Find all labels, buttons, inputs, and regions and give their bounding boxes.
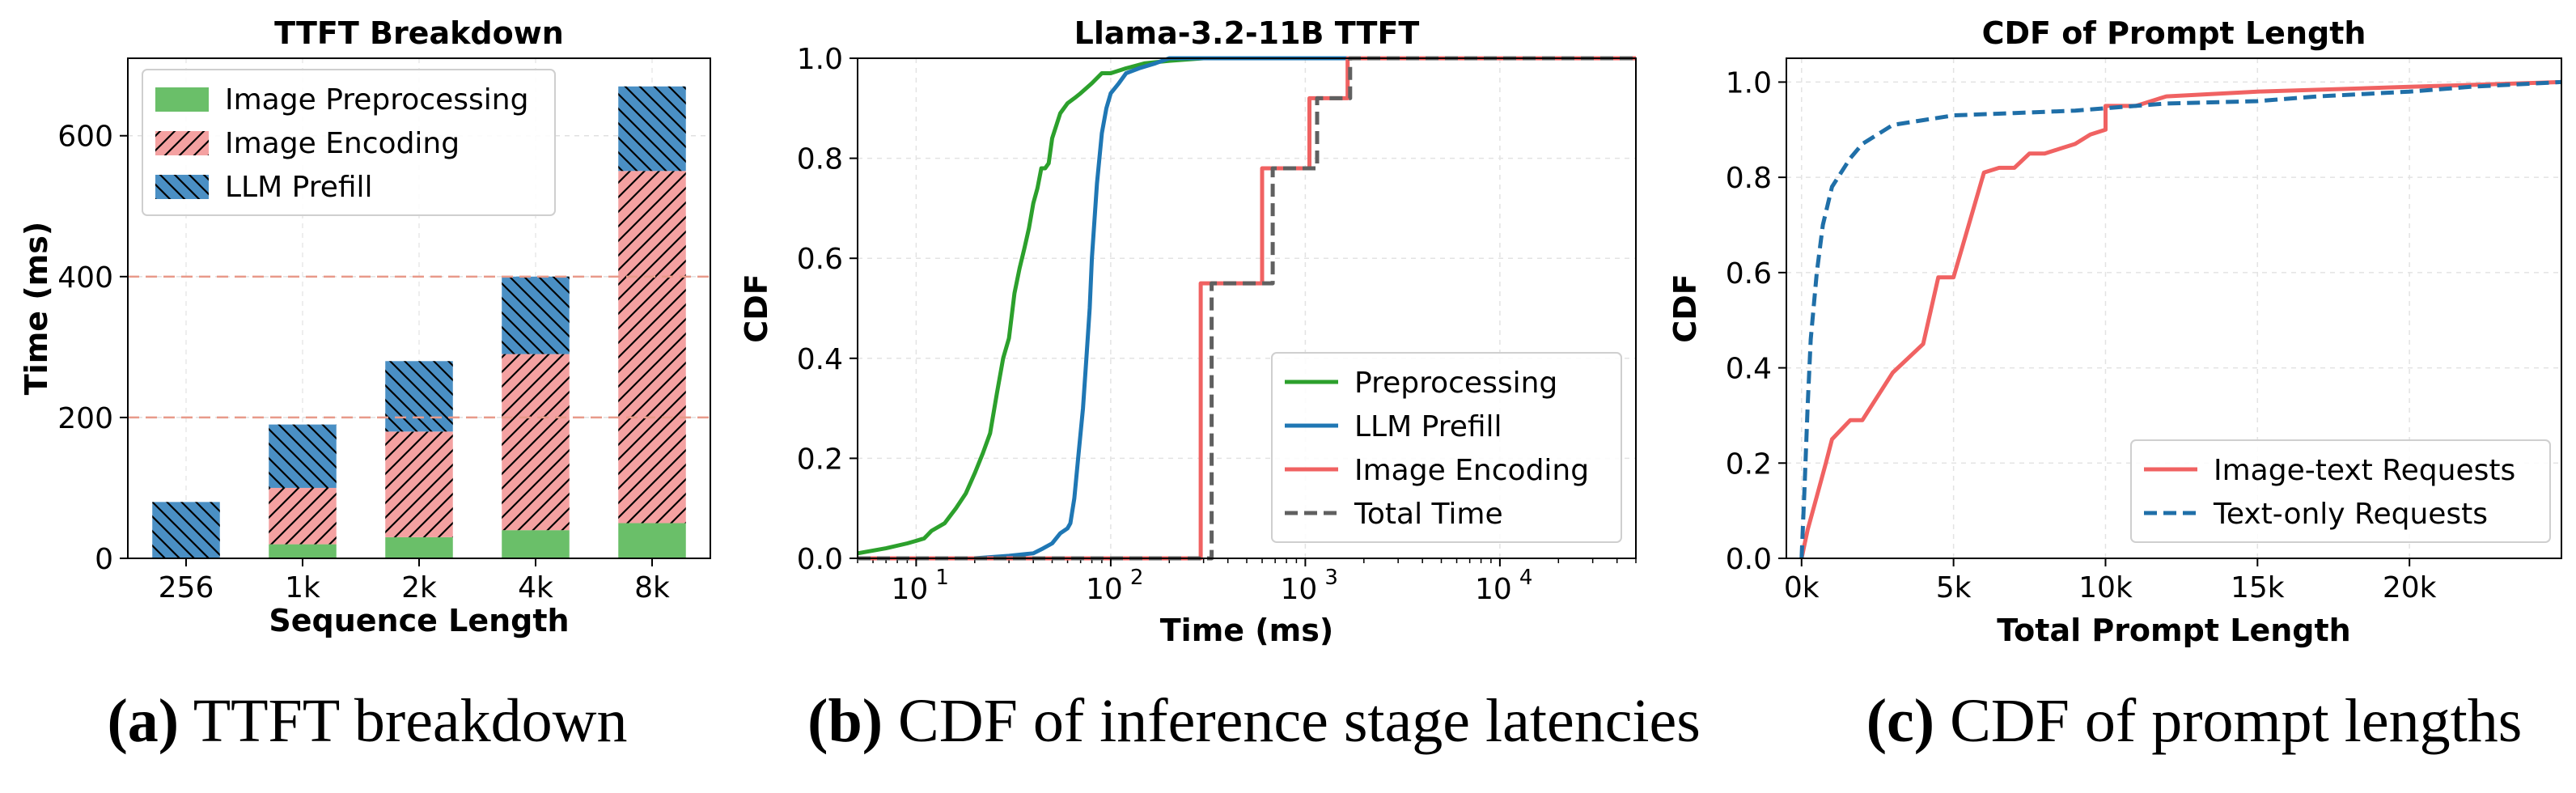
x-tick-label: 10 (891, 573, 928, 606)
x-tick-label: 10 (1280, 573, 1317, 606)
x-axis-label: Total Prompt Length (1997, 613, 2350, 648)
x-tick-label: 8k (634, 571, 670, 604)
bar-image-preprocessing (385, 536, 453, 558)
x-tick-label: 10k (2078, 571, 2133, 604)
x-tick-label: 1k (285, 571, 320, 604)
caption-a: (a) TTFT breakdown (107, 687, 628, 755)
legend-label: Image Encoding (1354, 454, 1589, 487)
chart-title: TTFT Breakdown (274, 15, 564, 51)
chart-title: CDF of Prompt Length (1982, 15, 2366, 51)
bar-hatch (502, 276, 570, 354)
y-tick-label: 1.0 (797, 43, 843, 76)
legend-swatch (155, 87, 209, 112)
plot-frame (857, 57, 1637, 559)
y-tick-label: 0.6 (797, 243, 843, 276)
x-tick-exponent: 4 (1519, 566, 1533, 590)
chart-title: Llama-3.2-11B TTFT (1074, 15, 1420, 51)
x-tick-label: 15k (2231, 571, 2285, 604)
x-tick-label: 10 (1086, 573, 1123, 606)
legend-swatch-hatch (155, 175, 209, 199)
plot-frame (127, 57, 711, 559)
y-tick-label: 0 (95, 543, 113, 576)
legend-label: Image-text Requests (2214, 454, 2515, 487)
y-axis-label: Time (ms) (19, 222, 54, 396)
legend-label: Image Preprocessing (225, 83, 528, 117)
caption-c: (c) CDF of prompt lengths (1866, 687, 2523, 755)
x-tick-exponent: 1 (935, 566, 949, 590)
series-line-total-time (858, 56, 1636, 561)
bar-image-preprocessing (502, 530, 570, 558)
x-tick-exponent: 2 (1130, 566, 1144, 590)
panel-stage-latency-cdf: 0.0 0.2 0.4 0.6 0.8 1.0 10 1 10 2 10 3 10 4 Preprocess… (739, 15, 1637, 648)
legend-label: LLM Prefill (225, 171, 373, 204)
y-tick-label: 0.6 (1726, 257, 1772, 290)
y-tick-label: 0.2 (797, 443, 843, 476)
y-tick-label: 200 (57, 402, 113, 435)
bar-hatch (269, 424, 337, 488)
y-tick-label: 0.2 (1726, 447, 1772, 481)
panel-prompt-length-cdf: 0.0 0.2 0.4 0.6 0.8 1.0 0k 5k 10k 15k 20k Image-tex… (1667, 15, 2562, 648)
legend-box (142, 69, 556, 216)
legend-label: Preprocessing (1354, 367, 1557, 400)
bar-hatch (385, 361, 453, 432)
y-tick-label: 0.8 (797, 143, 843, 176)
x-tick-label: 256 (159, 571, 214, 604)
caption-b: (b) CDF of inference stage latencies (807, 687, 1701, 755)
x-tick-label: 10 (1475, 573, 1512, 606)
y-tick-label: 0.8 (1726, 162, 1772, 195)
x-tick-label: 0k (1784, 571, 1820, 604)
y-tick-label: 0.0 (1726, 543, 1772, 576)
bar-hatch (618, 86, 686, 172)
bar-hatch (502, 354, 570, 531)
x-tick-label: 20k (2383, 571, 2437, 604)
legend-label: LLM Prefill (1354, 410, 1502, 443)
legend-box (1271, 352, 1622, 543)
y-axis-label: CDF (1667, 274, 1703, 342)
y-tick-label: 0.4 (1726, 353, 1772, 386)
bar-hatch (385, 431, 453, 537)
x-axis-label: Time (ms) (1160, 613, 1334, 648)
y-tick-label: 600 (57, 121, 113, 154)
x-tick-label: 2k (401, 571, 437, 604)
bar-hatch (152, 502, 220, 558)
plot-frame (1786, 57, 2562, 559)
y-tick-label: 0.4 (797, 343, 843, 376)
x-tick-label: 4k (518, 571, 553, 604)
series-line-preprocessing (857, 56, 1636, 556)
series-line-text-only-requests (1799, 79, 2562, 559)
legend-label: Image Encoding (225, 127, 460, 160)
legend-box (2130, 439, 2551, 543)
x-axis-label: Sequence Length (269, 603, 569, 638)
series-line-llm-prefill (858, 56, 1636, 561)
x-tick-exponent: 3 (1324, 566, 1338, 590)
legend-label: Total Time (1354, 498, 1503, 531)
legend-label: Text-only Requests (2213, 498, 2488, 531)
legend-swatch-hatch (155, 131, 209, 155)
y-tick-label: 400 (57, 261, 113, 295)
y-tick-label: 0.0 (797, 543, 843, 576)
y-axis-label: CDF (739, 274, 774, 342)
bar-image-preprocessing (618, 523, 686, 558)
bar-hatch (269, 487, 337, 545)
bar-image-preprocessing (269, 544, 337, 558)
y-tick-label: 1.0 (1726, 66, 1772, 100)
x-tick-label: 5k (1936, 571, 1972, 604)
panel-ttft-breakdown: 256 1k 2k 4k 8k 0 200 400 600 Image Preprocessing… (19, 15, 711, 638)
bar-hatch (618, 171, 686, 524)
